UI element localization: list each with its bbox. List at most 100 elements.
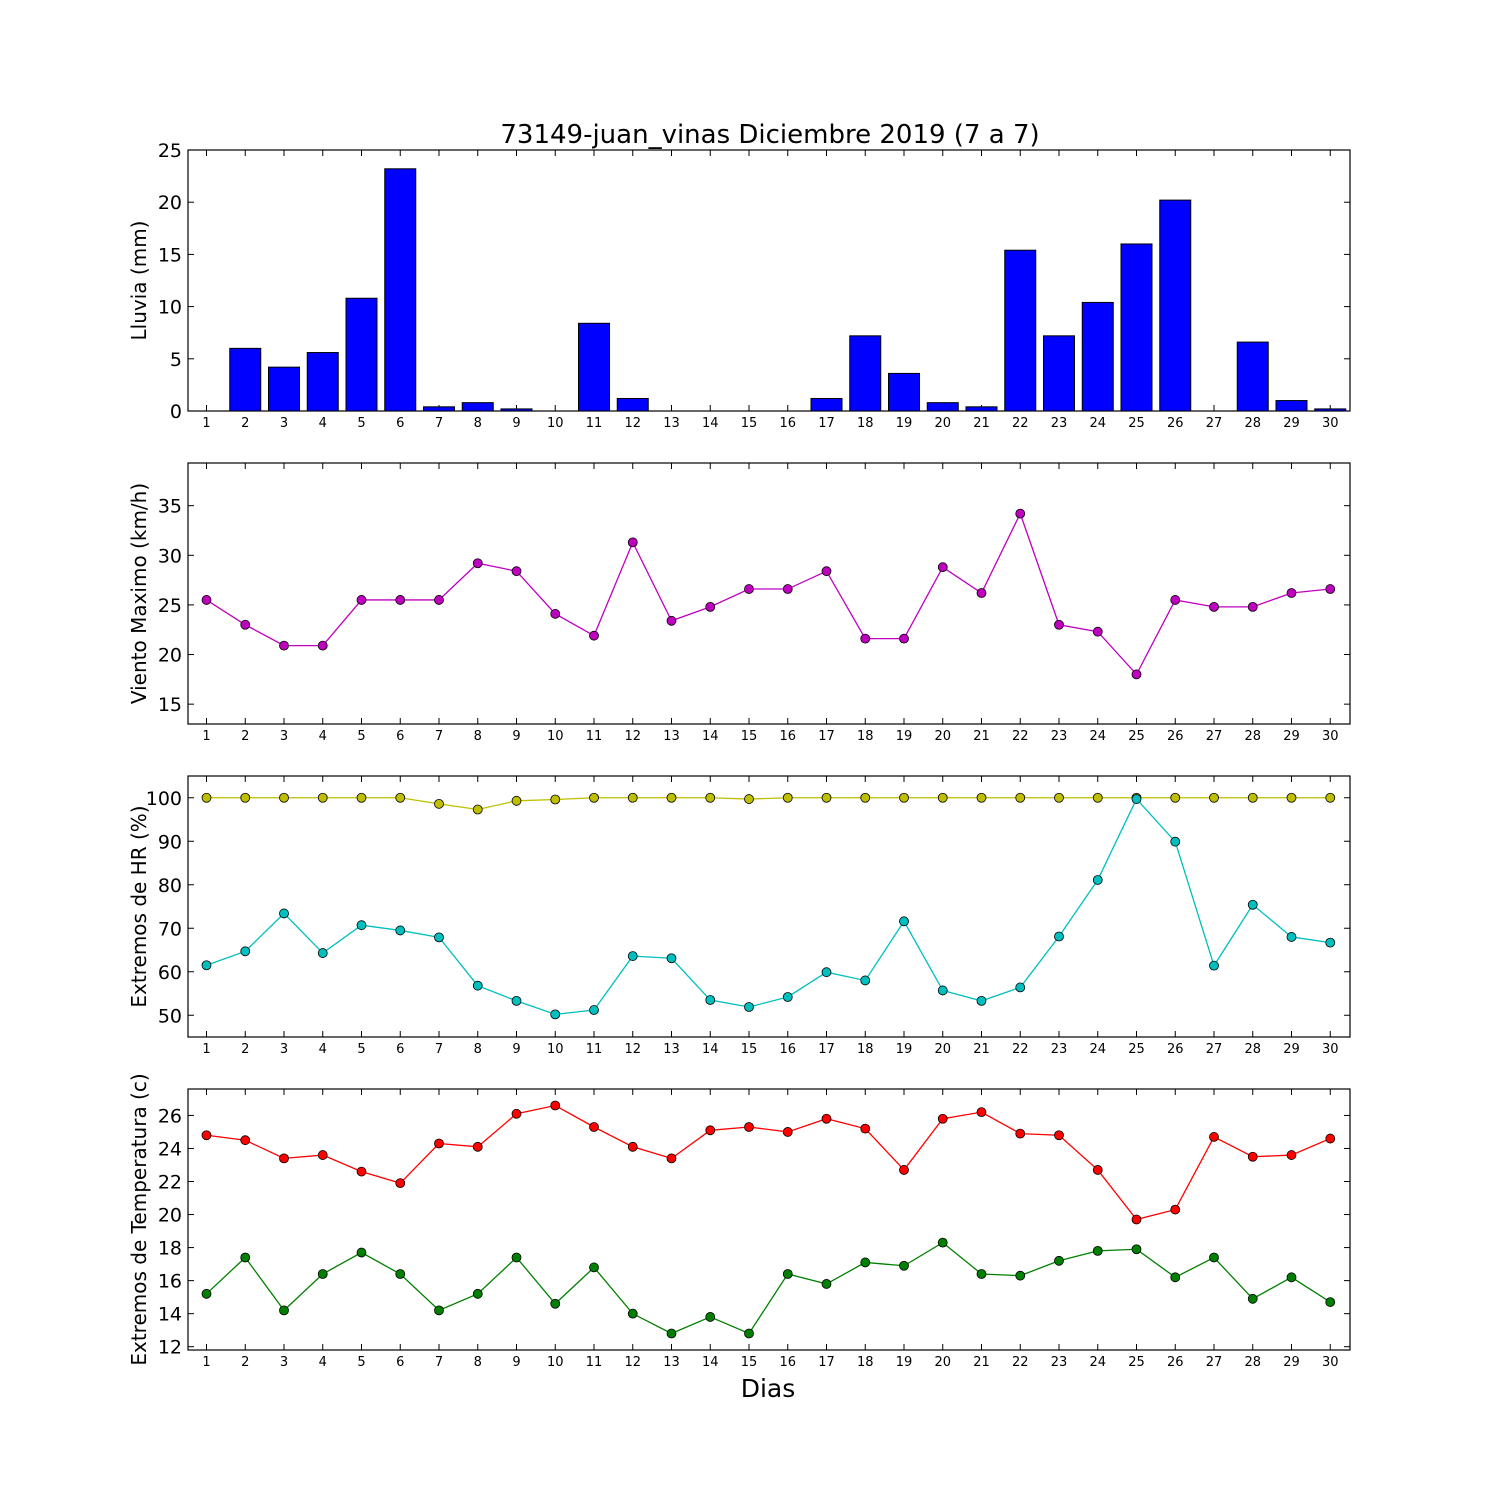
x-tick-label: 29 bbox=[1283, 1042, 1300, 1057]
data-point bbox=[511, 795, 522, 806]
x-tick-label: 19 bbox=[896, 1355, 913, 1370]
data-point bbox=[279, 1305, 289, 1316]
data-point bbox=[434, 595, 444, 605]
data-point bbox=[860, 1123, 871, 1134]
x-tick-label: 24 bbox=[1089, 729, 1106, 744]
x-tick-label: 24 bbox=[1089, 1042, 1106, 1057]
x-tick-label: 14 bbox=[702, 729, 719, 744]
x-tick-label: 10 bbox=[547, 729, 564, 744]
y-tick-label: 20 bbox=[158, 1205, 182, 1227]
y-tick-label: 25 bbox=[158, 140, 182, 162]
data-point bbox=[472, 980, 483, 991]
y-tick-label: 16 bbox=[158, 1271, 182, 1293]
x-tick-label: 20 bbox=[934, 1042, 951, 1057]
x-tick-label: 2 bbox=[241, 729, 249, 744]
x-tick-label: 16 bbox=[779, 1355, 796, 1370]
y-tick-label: 25 bbox=[158, 595, 182, 617]
x-tick-label: 4 bbox=[319, 1042, 327, 1057]
x-tick-label: 28 bbox=[1244, 416, 1261, 431]
data-point bbox=[1015, 1270, 1026, 1281]
data-point bbox=[1170, 1272, 1181, 1283]
data-point bbox=[1054, 792, 1064, 803]
y-axis-label: Extremos de Temperatura (c) bbox=[127, 1073, 151, 1365]
data-point bbox=[1209, 1132, 1219, 1142]
data-point bbox=[976, 792, 987, 803]
x-tick-label: 3 bbox=[280, 1355, 288, 1370]
data-point bbox=[201, 792, 212, 803]
x-tick-label: 2 bbox=[241, 416, 249, 431]
data-point bbox=[317, 1150, 328, 1160]
data-point bbox=[899, 792, 909, 803]
data-point bbox=[976, 995, 987, 1006]
data-point bbox=[976, 1107, 987, 1118]
x-tick-label: 26 bbox=[1167, 416, 1184, 431]
y-tick-label: 80 bbox=[158, 875, 182, 897]
data-point bbox=[976, 1269, 987, 1279]
data-point bbox=[434, 798, 444, 809]
x-tick-label: 18 bbox=[857, 1355, 874, 1370]
data-point bbox=[1286, 932, 1297, 942]
y-tick-label: 15 bbox=[158, 244, 182, 266]
data-point bbox=[705, 995, 716, 1005]
x-tick-label: 16 bbox=[779, 1042, 796, 1057]
data-point bbox=[744, 1002, 754, 1012]
data-point bbox=[782, 992, 793, 1002]
data-point bbox=[472, 1141, 483, 1152]
x-tick-label: 30 bbox=[1322, 1042, 1339, 1057]
x-tick-label: 30 bbox=[1322, 729, 1339, 744]
data-point bbox=[782, 1269, 793, 1279]
y-tick-label: 5 bbox=[170, 349, 182, 371]
data-point bbox=[434, 932, 444, 943]
x-tick-label: 26 bbox=[1167, 1355, 1184, 1370]
rain-bar bbox=[1275, 400, 1308, 412]
data-point bbox=[627, 951, 638, 961]
data-point bbox=[899, 1260, 909, 1271]
data-point bbox=[1092, 626, 1103, 637]
x-tick-label: 23 bbox=[1051, 1355, 1068, 1370]
y-tick-label: 24 bbox=[158, 1138, 182, 1160]
data-point bbox=[666, 953, 677, 964]
data-point bbox=[1015, 792, 1026, 803]
y-tick-label: 15 bbox=[158, 694, 182, 716]
x-tick-label: 12 bbox=[624, 1355, 641, 1370]
x-tick-label: 25 bbox=[1128, 1355, 1145, 1370]
data-point bbox=[1170, 1204, 1181, 1215]
data-point bbox=[899, 633, 909, 644]
y-tick-label: 10 bbox=[158, 297, 182, 319]
data-point bbox=[937, 792, 948, 803]
data-point bbox=[937, 1113, 948, 1124]
data-point bbox=[1131, 669, 1142, 680]
x-tick-label: 18 bbox=[857, 1042, 874, 1057]
x-tick-label: 10 bbox=[547, 416, 564, 431]
data-point bbox=[705, 601, 716, 612]
data-point bbox=[395, 1178, 406, 1189]
data-point bbox=[1131, 1214, 1142, 1225]
data-point bbox=[395, 792, 406, 803]
x-tick-label: 19 bbox=[896, 1042, 913, 1057]
rain-bar bbox=[849, 335, 882, 412]
data-point bbox=[1325, 1297, 1336, 1307]
data-point bbox=[550, 1100, 561, 1111]
x-tick-label: 9 bbox=[512, 416, 520, 431]
x-tick-label: 5 bbox=[357, 1042, 365, 1057]
x-tick-label: 9 bbox=[512, 1042, 520, 1057]
series-line-2 bbox=[206, 797, 1331, 1016]
data-point bbox=[434, 1305, 444, 1316]
data-point bbox=[1092, 1165, 1103, 1175]
x-tick-label: 6 bbox=[396, 416, 404, 431]
data-point bbox=[976, 588, 987, 598]
data-point bbox=[821, 1279, 832, 1289]
data-point bbox=[666, 1153, 677, 1164]
x-tick-label: 21 bbox=[973, 1042, 990, 1057]
x-tick-label: 29 bbox=[1283, 416, 1300, 431]
plot-frame bbox=[187, 775, 1351, 1038]
x-tick-label: 26 bbox=[1167, 729, 1184, 744]
data-point bbox=[317, 948, 328, 958]
x-tick-label: 13 bbox=[663, 416, 680, 431]
data-point bbox=[395, 925, 406, 936]
data-point bbox=[395, 1269, 406, 1279]
data-point bbox=[1209, 1252, 1219, 1263]
data-point bbox=[317, 1269, 328, 1279]
data-point bbox=[1286, 1150, 1297, 1160]
data-point bbox=[511, 1252, 522, 1263]
